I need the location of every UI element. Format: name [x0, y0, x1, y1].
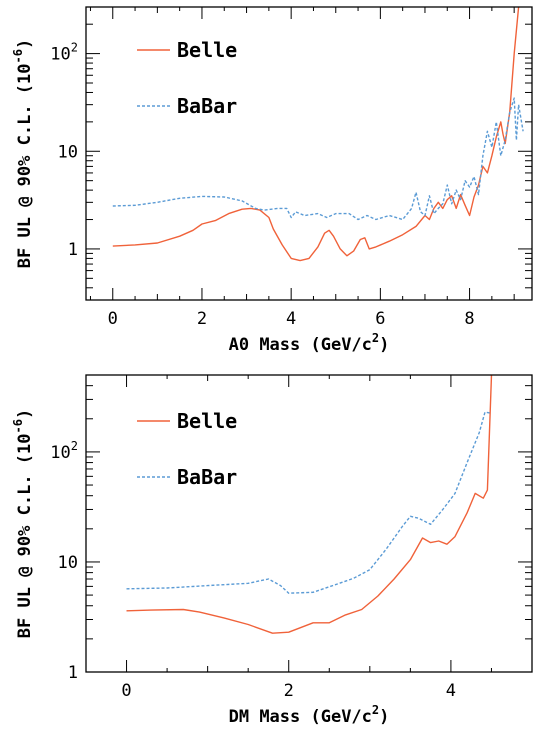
- x-tick-label: 8: [464, 309, 474, 329]
- x-tick-label: 0: [108, 309, 118, 329]
- x-tick-label: 2: [284, 681, 294, 701]
- legend-label-babar: BaBar: [177, 465, 237, 489]
- y-tick-label: 1: [68, 663, 78, 683]
- top-chart-a0-mass: 0 2 4 6 8 1 10 102 Belle BaBar A0 Mass (GeV/c2) BF …: [11, 6, 533, 355]
- x-tick-label: 6: [375, 309, 385, 329]
- x-tick-label: 0: [121, 681, 131, 701]
- y-tick-label: 10: [58, 142, 78, 162]
- x-tick-label: 2: [197, 309, 207, 329]
- plot-frame: [85, 374, 533, 673]
- y-axis-label: BF UL @ 90% C.L. (10-6): [11, 409, 35, 638]
- legend-label-belle: Belle: [177, 409, 237, 433]
- x-axis-label: DM Mass (GeV/c2): [229, 703, 390, 727]
- legend-label-babar: BaBar: [177, 94, 237, 118]
- x-tick-label: 4: [286, 309, 296, 329]
- legend-label-belle: Belle: [177, 38, 237, 62]
- x-axis-label: A0 Mass (GeV/c2): [229, 331, 390, 355]
- series-line-babar: [126, 411, 492, 594]
- series-line-belle: [112, 7, 520, 262]
- series-line-babar: [112, 97, 524, 221]
- series-line-belle: [126, 375, 493, 634]
- bottom-chart-dm-mass: 0 2 4 1 10 102 Belle BaBar DM Mass (GeV/c2) BF UL…: [11, 374, 533, 727]
- y-tick-label: 102: [50, 439, 78, 463]
- y-tick-label: 102: [50, 41, 78, 65]
- y-axis-label: BF UL @ 90% C.L. (10-6): [11, 39, 35, 268]
- plot-frame: [85, 6, 533, 301]
- y-tick-label: 1: [68, 240, 78, 260]
- x-tick-label: 4: [446, 681, 456, 701]
- y-tick-label: 10: [58, 553, 78, 573]
